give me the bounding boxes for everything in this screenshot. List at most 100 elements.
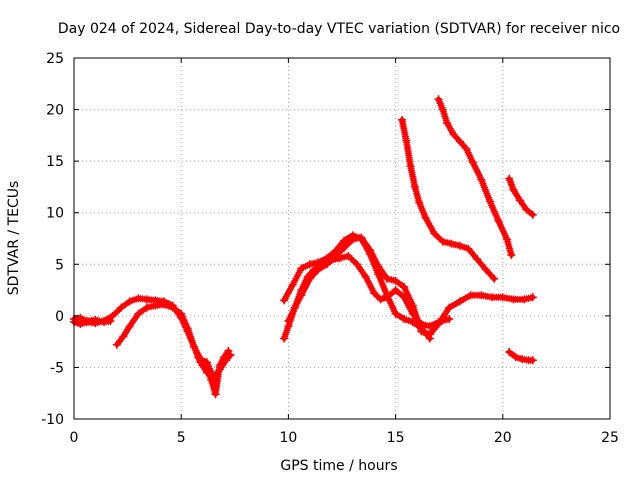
y-tick-label: 10 — [46, 206, 64, 222]
data-point — [190, 342, 199, 351]
grid-lines — [74, 58, 610, 419]
data-point — [434, 320, 443, 329]
data-point — [477, 291, 486, 300]
data-point — [528, 356, 537, 365]
data-point — [488, 293, 497, 302]
data-point — [280, 334, 289, 343]
data-point — [194, 353, 203, 362]
data-point — [398, 115, 407, 124]
x-axis-label: GPS time / hours — [280, 458, 397, 474]
data-point — [160, 300, 169, 309]
data-point — [198, 361, 207, 370]
series-markers — [505, 175, 537, 219]
data-point — [142, 303, 151, 312]
series-markers — [398, 116, 498, 283]
data-point — [125, 322, 134, 331]
data-point — [125, 297, 134, 306]
data-point — [445, 303, 454, 312]
y-tick-label: 15 — [46, 154, 64, 170]
data-point — [76, 320, 85, 329]
data-point — [284, 317, 293, 326]
data-point — [142, 295, 151, 304]
data-point — [449, 130, 458, 139]
x-tick-label: 0 — [70, 430, 79, 446]
data-point — [490, 274, 499, 283]
data-point — [528, 293, 537, 302]
data-point — [494, 216, 503, 225]
data-point — [117, 303, 126, 312]
data-point — [348, 235, 357, 244]
data-point — [509, 186, 518, 195]
data-point — [408, 318, 417, 327]
series-markers — [70, 294, 215, 377]
tick-labels: 0 5 10 15 20 25 -10 -5 0 5 10 15 20 25 — [41, 51, 619, 446]
data-point — [224, 346, 233, 355]
series-arc-7 — [284, 233, 537, 339]
data-point — [100, 317, 109, 326]
data-point — [447, 239, 456, 248]
series-arc-8 — [398, 115, 499, 283]
data-point — [430, 229, 439, 238]
data-point — [518, 355, 527, 364]
data-point — [498, 293, 507, 302]
data-point — [391, 309, 400, 318]
data-point — [445, 314, 454, 323]
data-point — [455, 241, 464, 250]
data-point — [464, 244, 473, 253]
x-tick-label: 5 — [177, 430, 186, 446]
y-tick-label: -5 — [50, 360, 64, 376]
data-point — [522, 205, 531, 214]
y-tick-label: 0 — [55, 309, 64, 325]
data-point — [438, 237, 447, 246]
data-point — [340, 243, 349, 252]
data-point — [376, 295, 385, 304]
data-point — [340, 236, 349, 245]
data-point — [503, 235, 512, 244]
data-point — [485, 197, 494, 206]
y-tick-label: -10 — [41, 412, 64, 428]
data-point — [406, 162, 415, 171]
axis-ticks — [73, 57, 611, 420]
data-point — [438, 105, 447, 114]
data-point — [425, 322, 434, 331]
data-point — [207, 375, 216, 384]
data-point — [415, 198, 424, 207]
data-point — [202, 363, 211, 372]
data-point — [462, 144, 471, 153]
data-point — [391, 286, 400, 295]
x-tick-label: 20 — [494, 430, 512, 446]
y-axis-label: SDTVAR / TECUs — [6, 181, 22, 296]
data-point — [344, 252, 353, 261]
data-point — [108, 311, 117, 320]
series-arc-4 — [194, 346, 233, 399]
series-arc-9 — [434, 95, 516, 260]
data-point — [280, 296, 289, 305]
data-point — [473, 255, 482, 264]
chart-title: Day 024 of 2024, Sidereal Day-to-day VTE… — [58, 21, 620, 37]
data-point — [168, 303, 177, 312]
data-point — [400, 282, 409, 291]
data-point — [134, 294, 143, 303]
data-point — [134, 309, 143, 318]
y-tick-label: 5 — [55, 257, 64, 273]
data-point — [400, 314, 409, 323]
data-point — [481, 265, 490, 274]
data-point — [314, 265, 323, 274]
data-point — [408, 301, 417, 310]
y-tick-label: 20 — [46, 103, 64, 119]
data-point — [410, 182, 419, 191]
data-point — [374, 262, 383, 271]
data-point — [365, 245, 374, 254]
series-arc-2 — [70, 294, 216, 377]
data-point — [151, 301, 160, 310]
data-point — [215, 361, 224, 370]
data-point — [425, 330, 434, 339]
data-point — [505, 347, 514, 356]
data-point — [177, 309, 186, 318]
data-point — [370, 289, 379, 298]
data-point — [112, 340, 121, 349]
data-point — [421, 213, 430, 222]
data-point — [511, 353, 520, 362]
data-point — [305, 260, 314, 269]
series-arc-11 — [505, 347, 537, 365]
